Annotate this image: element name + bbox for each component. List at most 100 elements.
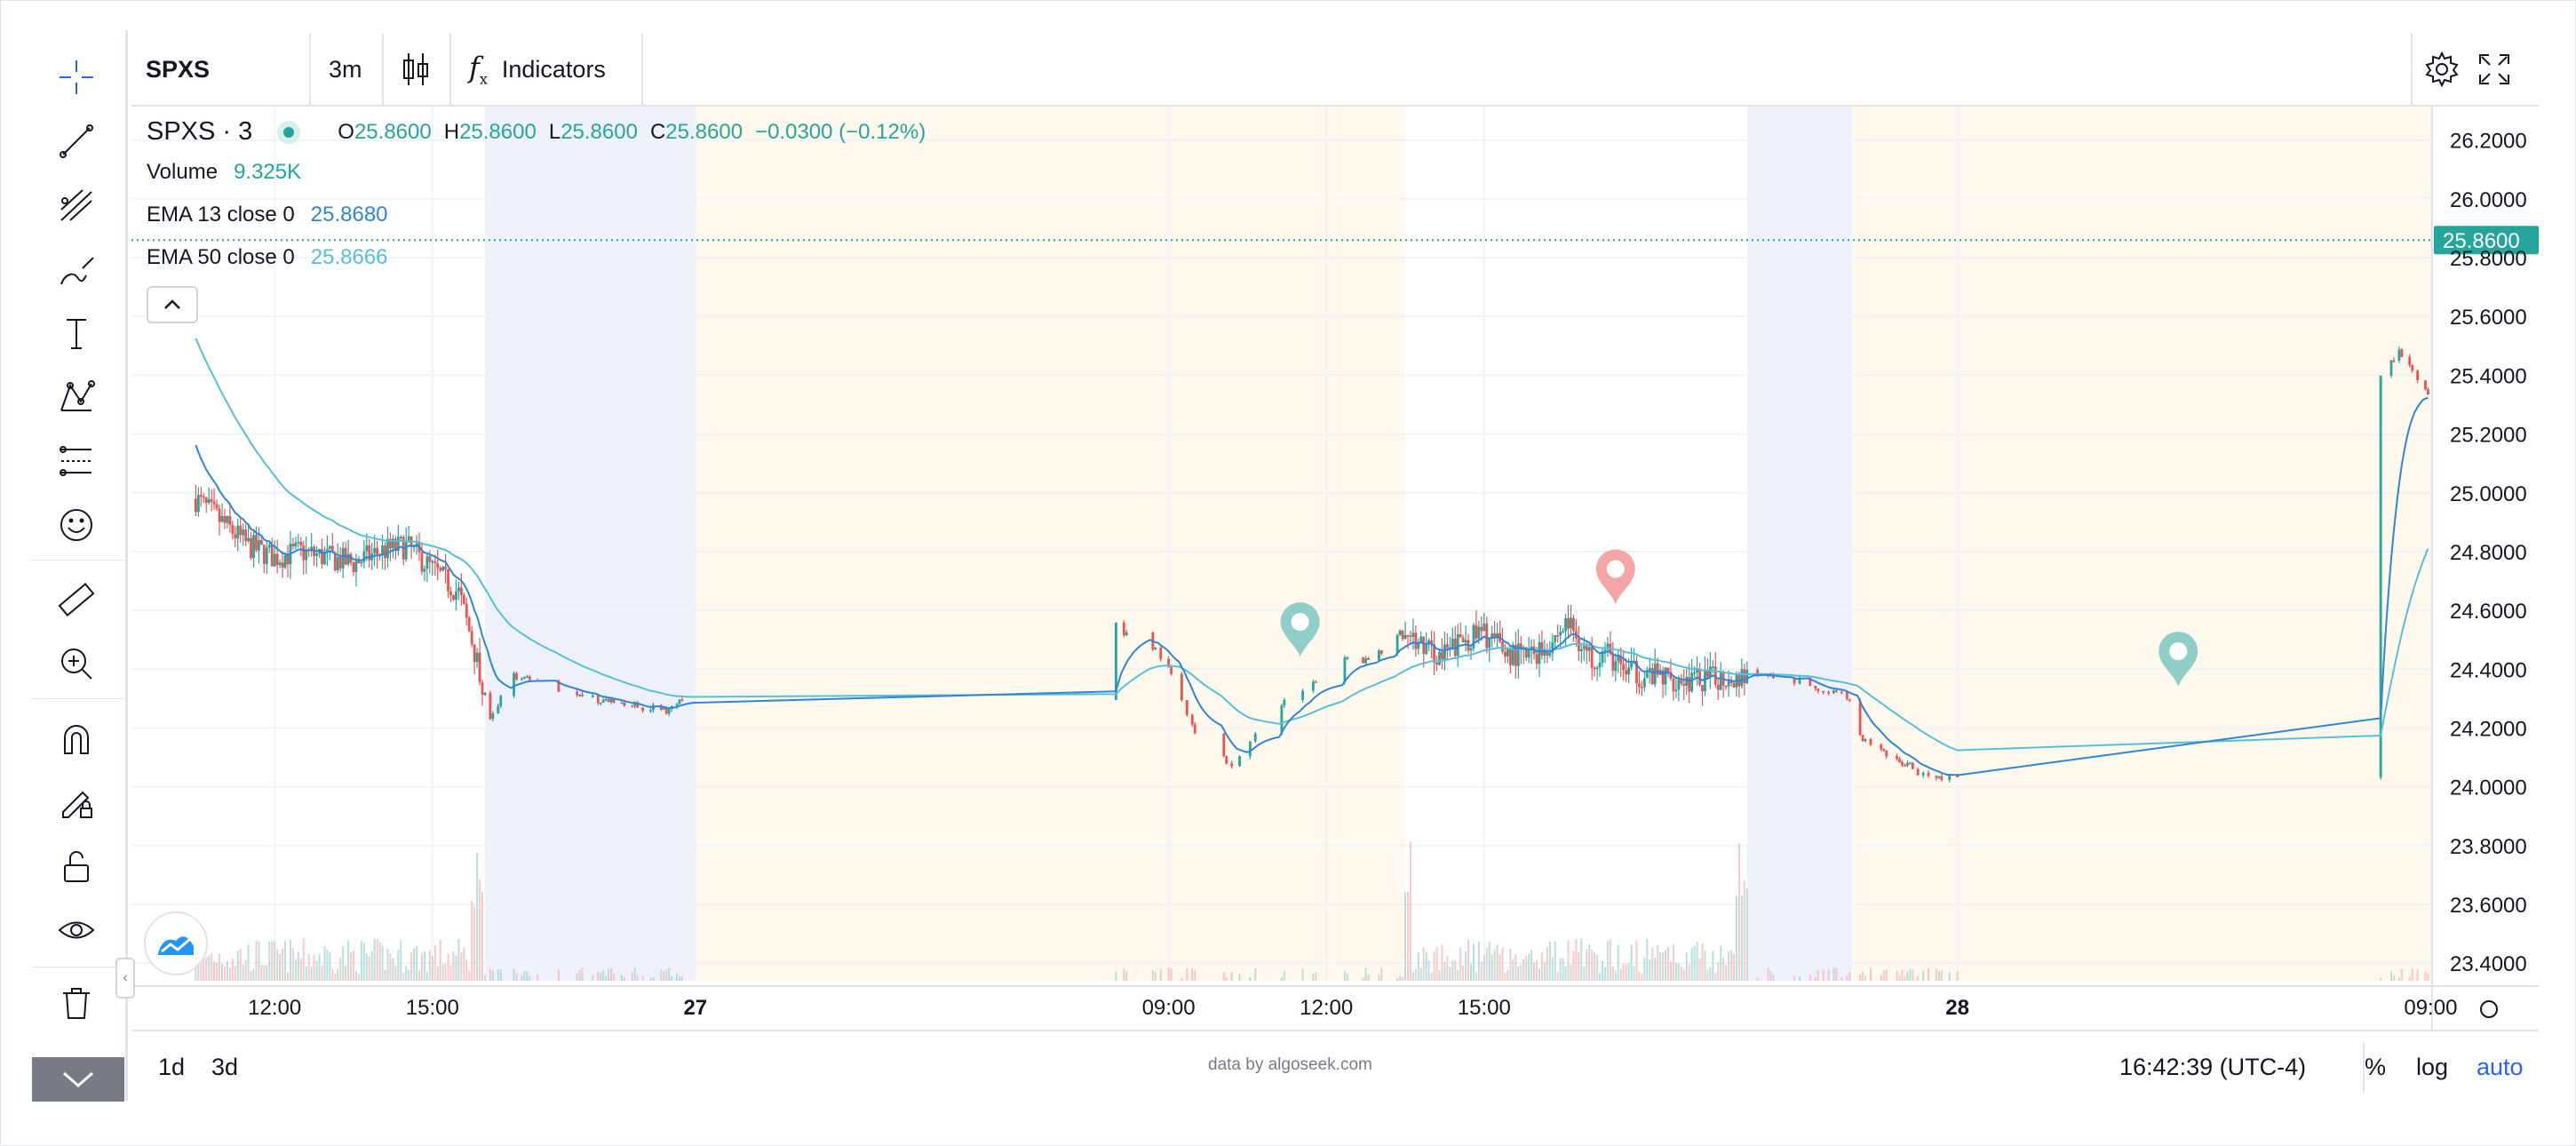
volume-bar (339, 957, 342, 981)
emoji-icon[interactable] (48, 501, 105, 549)
footer-divider (2363, 1042, 2365, 1092)
candle-body (262, 545, 266, 564)
volume-bar (660, 968, 663, 981)
range-1d-button[interactable]: 1d (158, 1053, 186, 1080)
volume-bar (1454, 960, 1457, 981)
candle-body (1425, 644, 1428, 655)
volume-bar (1917, 975, 1920, 981)
volume-bar (250, 970, 252, 981)
volume-legend[interactable]: Volume 9.325K (147, 160, 301, 185)
main-series-legend[interactable]: SPXS · 3 O 25.8600 H 25.8600 L 25.8600 C 25.… (147, 117, 926, 147)
volume-bar (2380, 977, 2382, 981)
ruler-icon[interactable] (48, 576, 105, 624)
trash-icon[interactable] (48, 979, 105, 1027)
toolbar-collapse-button[interactable] (32, 1057, 124, 1102)
volume-bar (353, 951, 354, 981)
candle-body (1833, 690, 1835, 694)
volume-bar (1743, 880, 1745, 981)
text-icon[interactable] (48, 309, 105, 357)
pattern-icon[interactable] (48, 373, 105, 421)
candle-body (1680, 680, 1683, 684)
fullscreen-button[interactable] (2477, 34, 2512, 105)
volume-bar (1928, 968, 1930, 981)
indicators-button[interactable]: fx Indicators (469, 34, 606, 105)
candle-body (1519, 643, 1523, 650)
ema50-line[interactable] (195, 338, 2429, 752)
crosshair-icon[interactable] (48, 53, 105, 101)
candle-body (620, 702, 624, 704)
chart-type-button[interactable] (398, 34, 433, 105)
volume-bar (297, 951, 299, 981)
volume-bar (1772, 975, 1775, 981)
volume-bar (623, 977, 625, 981)
candle-body (662, 707, 665, 710)
candle-body (1501, 641, 1504, 652)
zoom-in-icon[interactable] (48, 640, 105, 688)
volume-bar (294, 959, 297, 981)
volume-bar (362, 943, 365, 981)
candle-body (281, 562, 284, 568)
candle-body (1927, 772, 1930, 776)
candle-body (1669, 672, 1673, 679)
volume-bar (1737, 843, 1740, 981)
candle-body (1822, 690, 1825, 693)
volume-bar (439, 940, 441, 981)
prediction-icon[interactable] (48, 437, 105, 485)
percent-toggle[interactable]: % (2365, 1053, 2387, 1080)
unlock-icon[interactable] (48, 842, 105, 890)
volume-bar (302, 938, 305, 981)
volume-bar (1312, 974, 1315, 981)
volume-bar (1940, 970, 1943, 981)
candle-body (1614, 661, 1618, 672)
volume-bar (1898, 975, 1901, 981)
candle-body (255, 535, 258, 551)
candle-body (1688, 677, 1691, 692)
ema13-line[interactable] (195, 396, 2429, 776)
log-toggle[interactable]: log (2416, 1053, 2449, 1080)
candle-body (389, 538, 392, 549)
close-value: 25.8600 (665, 119, 743, 144)
scroll-handle[interactable]: ‹ (115, 958, 135, 999)
event-marker-center (2169, 642, 2188, 661)
candle-body (258, 540, 260, 551)
market-status-icon[interactable] (277, 120, 301, 144)
candle-body (631, 705, 634, 708)
tradingview-logo[interactable] (144, 911, 208, 975)
candle-body (1611, 653, 1615, 672)
lock-drawing-icon[interactable] (48, 778, 105, 826)
interval-selector[interactable]: 3m (329, 55, 362, 83)
candle-body (1641, 687, 1643, 688)
candle-body (1729, 680, 1733, 683)
candle-body (1601, 650, 1604, 663)
candle-body (452, 594, 455, 601)
ema13-legend[interactable]: EMA 13 close 0 25.8680 (147, 203, 388, 227)
volume-bar (521, 975, 523, 981)
volume-bar (213, 961, 216, 981)
candle-body (436, 562, 440, 569)
volume-bar (1609, 939, 1611, 981)
range-3d-button[interactable]: 3d (211, 1053, 239, 1080)
axis-settings-icon[interactable] (2480, 1000, 2498, 1018)
candle-body (1861, 735, 1864, 742)
price-tick-label: 23.6000 (2450, 894, 2527, 918)
symbol-search[interactable]: SPXS (146, 55, 211, 83)
eye-icon[interactable] (48, 906, 105, 954)
clock[interactable]: 16:42:39 (UTC-4) (2119, 1053, 2307, 1080)
brush-icon[interactable] (48, 245, 105, 293)
candle-body (1956, 775, 1959, 777)
settings-button[interactable] (2423, 34, 2461, 105)
ema50-legend[interactable]: EMA 50 close 0 25.8666 (147, 245, 388, 270)
last-price-label[interactable]: 25.8600 (2443, 229, 2520, 253)
pitchfork-icon[interactable] (48, 181, 105, 229)
magnet-icon[interactable] (48, 714, 105, 762)
volume-bar (1841, 976, 1843, 981)
volume-bar (402, 973, 405, 981)
auto-toggle[interactable]: auto (2477, 1053, 2524, 1080)
session-shade (695, 105, 1405, 981)
volume-bar (1480, 961, 1483, 981)
legend-collapse-button[interactable] (147, 286, 198, 323)
candle-body (525, 676, 529, 678)
volume-bar (1677, 963, 1680, 981)
trend-line-icon[interactable] (48, 117, 105, 165)
